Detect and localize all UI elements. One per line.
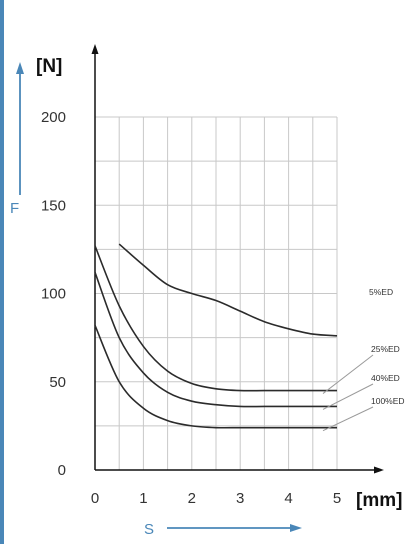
y-tick-label: 200: [41, 109, 66, 126]
x-tick-label: 3: [236, 490, 244, 507]
series-line: [94, 272, 337, 408]
series-label: 100%ED: [371, 396, 405, 406]
y-axis-arrowhead: [91, 44, 99, 54]
y-tick-label: 0: [58, 462, 66, 479]
frame-accent-bar: [0, 0, 4, 544]
series-label: 40%ED: [371, 373, 400, 383]
stroke-symbol-label: S: [144, 521, 155, 538]
series-leader-line: [322, 354, 374, 394]
series-line: [94, 324, 337, 429]
x-tick-label: 0: [91, 490, 99, 507]
x-axis-arrowhead: [374, 466, 384, 474]
series-label: 25%ED: [371, 344, 400, 354]
series-line: [94, 245, 337, 392]
force-arrowhead: [16, 62, 24, 74]
y-tick-label: 100: [41, 286, 66, 303]
y-tick-label: 150: [41, 197, 66, 214]
series-label: 5%ED: [369, 287, 393, 297]
x-tick-label: 2: [188, 490, 196, 507]
series-leader-line: [322, 406, 374, 432]
stroke-arrowhead: [290, 524, 302, 532]
series-line: [118, 243, 338, 337]
x-axis-unit: [mm]: [356, 490, 403, 511]
y-tick-label: 50: [49, 374, 66, 391]
y-axis-unit: [N]: [36, 56, 63, 77]
x-tick-label: 4: [284, 490, 292, 507]
x-tick-label: 5: [333, 490, 341, 507]
x-tick-label: 1: [139, 490, 147, 507]
force-symbol-label: F: [10, 200, 20, 217]
series-leader-line: [322, 383, 374, 410]
